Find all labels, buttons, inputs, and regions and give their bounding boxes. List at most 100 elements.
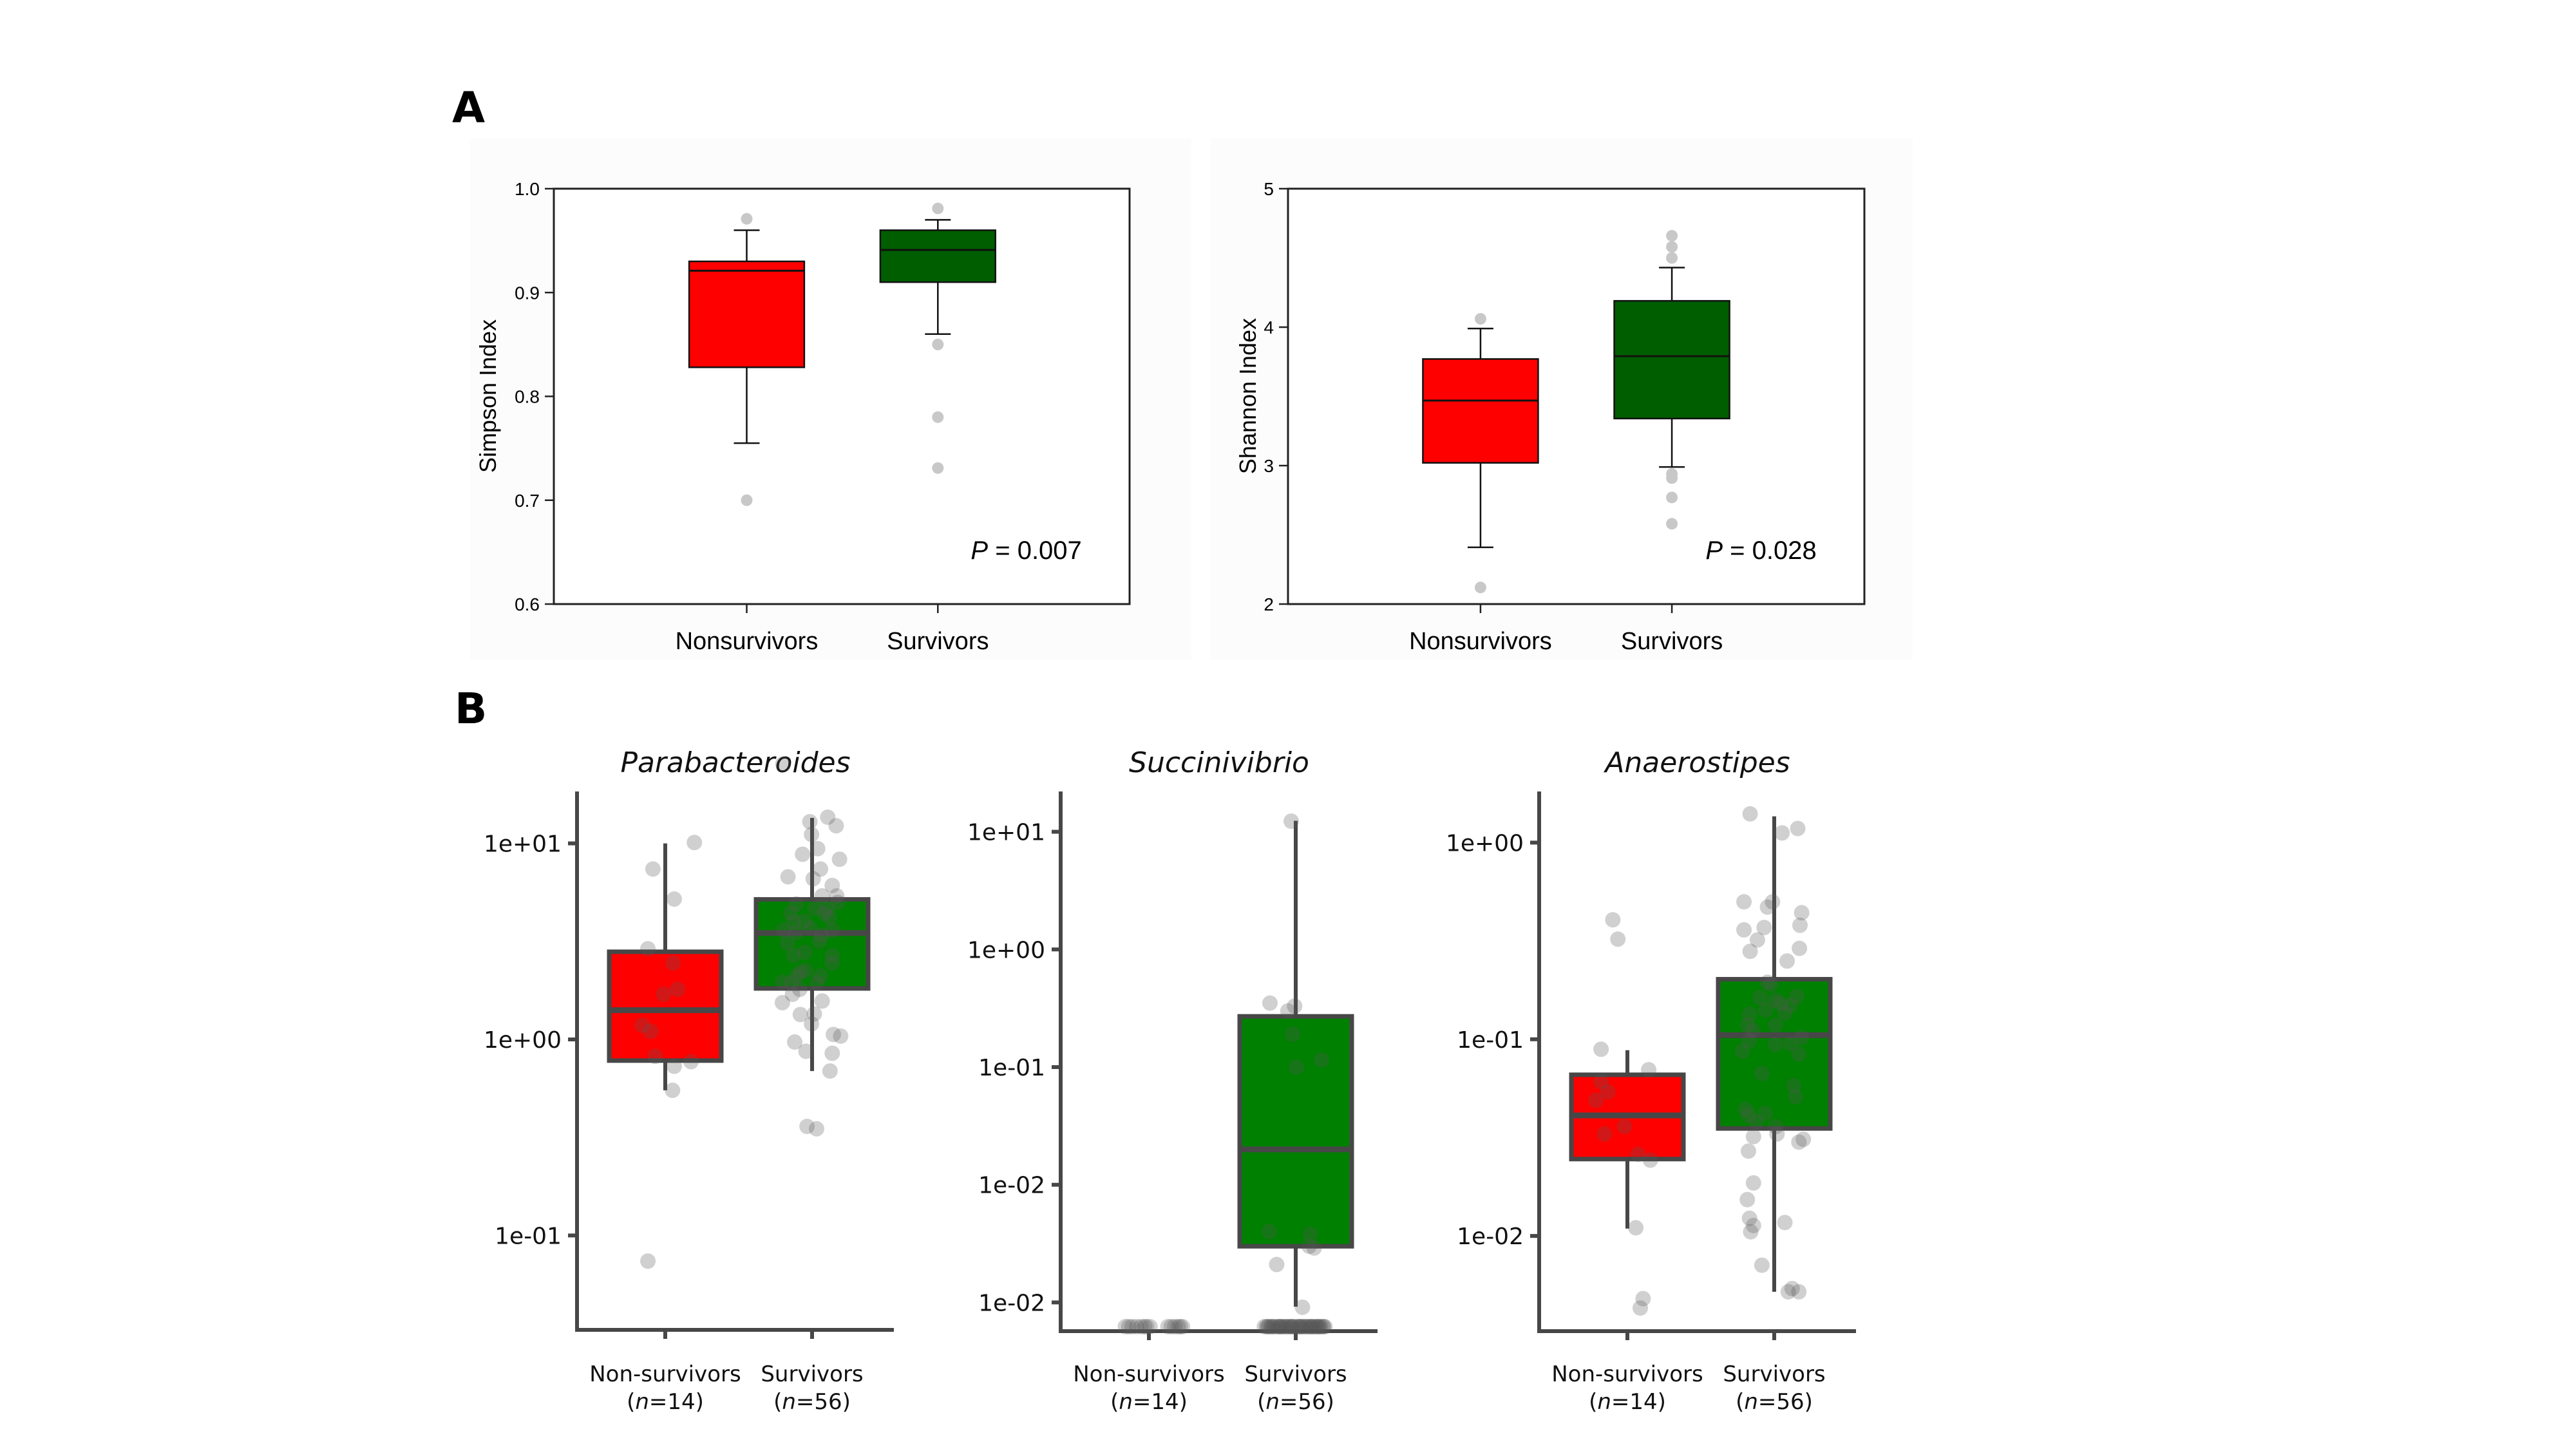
data-point [1741,1210,1757,1226]
box-survivors [1237,1014,1354,1249]
data-point [782,905,799,922]
data-point [1133,1319,1149,1334]
y-tick-label: 0.8 [515,387,540,407]
data-point [1301,1319,1317,1334]
data-point [1740,1143,1756,1159]
data-point [1745,1217,1761,1233]
data-point [1794,905,1810,921]
data-point [656,986,672,1002]
data-point [1757,1002,1774,1018]
data-point [645,861,661,877]
data-point [687,835,703,851]
data-point [1256,1319,1273,1334]
data-point [1780,1283,1796,1300]
data-point [795,846,811,862]
data-point [799,1119,815,1135]
data-point [1309,1319,1325,1334]
x-tick-label: Non-survivors [1073,1361,1224,1387]
data-point [824,955,840,971]
data-point [1768,1119,1784,1135]
data-point [1790,820,1806,837]
data-point [813,927,829,943]
data-point [1303,1319,1320,1334]
sample-size-label: (n=56) [1736,1389,1813,1415]
data-point [1284,1319,1300,1334]
data-point [665,1083,681,1099]
data-point [1791,1283,1807,1300]
p-value-annotation: P = 0.007 [971,536,1081,565]
data-point [1308,1319,1324,1334]
data-point [824,1045,840,1061]
y-tick-label: 1e-02 [1457,1224,1524,1250]
data-point [1765,894,1781,910]
data-point [670,981,686,998]
data-point [831,851,848,867]
data-point [1734,1043,1750,1059]
p-value-annotation: P = 0.028 [1705,536,1816,565]
data-point [683,1054,699,1070]
data-point [1278,1319,1294,1334]
sample-size-label: (n=14) [627,1389,704,1415]
box-nonsurvivors [607,949,724,1063]
data-point [1298,1319,1314,1334]
y-tick-label: 0.7 [515,491,540,511]
outlier-point [1666,230,1678,242]
outlier-point [932,462,944,474]
data-point [811,933,828,949]
data-point [1596,1126,1613,1142]
outlier-point [932,202,944,214]
data-point [1630,1146,1646,1162]
data-point [1117,1319,1133,1334]
y-tick-label: 5 [1264,179,1274,199]
y-axis-label: Simpson Index [475,319,501,473]
box-nonsurvivors [688,260,806,368]
data-point [1314,1052,1330,1068]
x-tick-label: Survivors [1244,1361,1347,1387]
data-point [783,975,799,991]
data-point [1294,1299,1311,1315]
data-point [640,1253,656,1269]
outlier-point [1666,472,1678,484]
data-point [810,840,826,857]
data-point [1739,1191,1756,1208]
data-point [1752,989,1768,1005]
data-point [813,861,829,877]
data-point [1600,1084,1616,1100]
parabacteroides-chart: Parabacteroides 1e+01 1e+00 1e-01 Non-surviv… [484,746,894,1415]
data-point [1273,1319,1289,1334]
data-point [1260,1319,1276,1334]
data-point [1282,1319,1298,1334]
data-point [1777,1215,1793,1231]
data-point [1633,1300,1649,1316]
data-point [1741,1006,1757,1022]
sample-size-label: (n=56) [773,1389,851,1415]
data-point [1742,943,1758,960]
y-tick-label: 1e-01 [495,1223,562,1249]
sample-size-label: (n=14) [1589,1389,1666,1415]
simpson-plot-frame [553,187,1131,605]
box-survivors [1716,977,1833,1131]
data-point [1767,992,1783,1009]
data-point [1305,1319,1321,1334]
y-tick-label: 1e-01 [1457,1027,1524,1054]
data-point [788,968,804,984]
data-point [640,941,656,957]
data-point [820,809,836,825]
y-axis-label: Shannon Index [1235,318,1261,474]
outlier-point [932,338,944,350]
data-point [1287,998,1303,1014]
data-point [1736,894,1752,910]
outlier-point [741,213,753,225]
data-point [1285,1027,1301,1043]
simpson-chart: 0.6 0.7 0.8 0.9 1.0 Simpson Index Nonsurvivors… [475,179,1131,655]
data-point [1283,1319,1300,1334]
chart-title: Succinivibrio [1129,746,1309,779]
data-point [1293,1319,1309,1334]
data-point [1783,997,1799,1013]
data-point [814,888,830,904]
data-point [1283,813,1300,829]
data-point [1288,1059,1304,1075]
data-point [775,756,791,772]
data-point [808,1121,824,1137]
